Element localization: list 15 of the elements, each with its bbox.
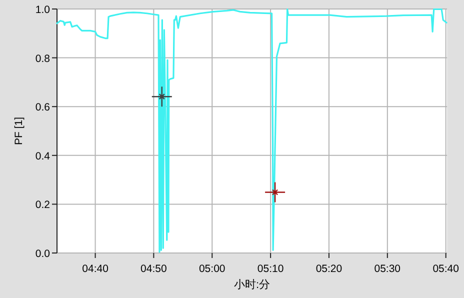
x-tick-label: 05:40 [432, 263, 460, 275]
y-tick-label: 0.4 [35, 150, 50, 162]
y-tick-label: 0.2 [35, 199, 50, 212]
y-tick-label: 0.8 [35, 52, 50, 65]
x-tick-label: 05:00 [198, 263, 226, 275]
x-tick-label: 05:20 [316, 263, 342, 275]
y-tick-label: 0.6 [35, 102, 50, 114]
y-axis-title: PF [1] [13, 116, 25, 146]
y-tick-label: 0.0 [35, 248, 50, 260]
x-tick-label: 04:50 [140, 263, 167, 275]
x-tick-label: 05:30 [374, 263, 401, 275]
x-tick-label: 05:10 [257, 263, 284, 275]
x-tick-label: 04:40 [82, 263, 109, 275]
y-tick-label: 1.0 [35, 4, 50, 16]
x-axis-title: 小时:分 [234, 278, 270, 291]
